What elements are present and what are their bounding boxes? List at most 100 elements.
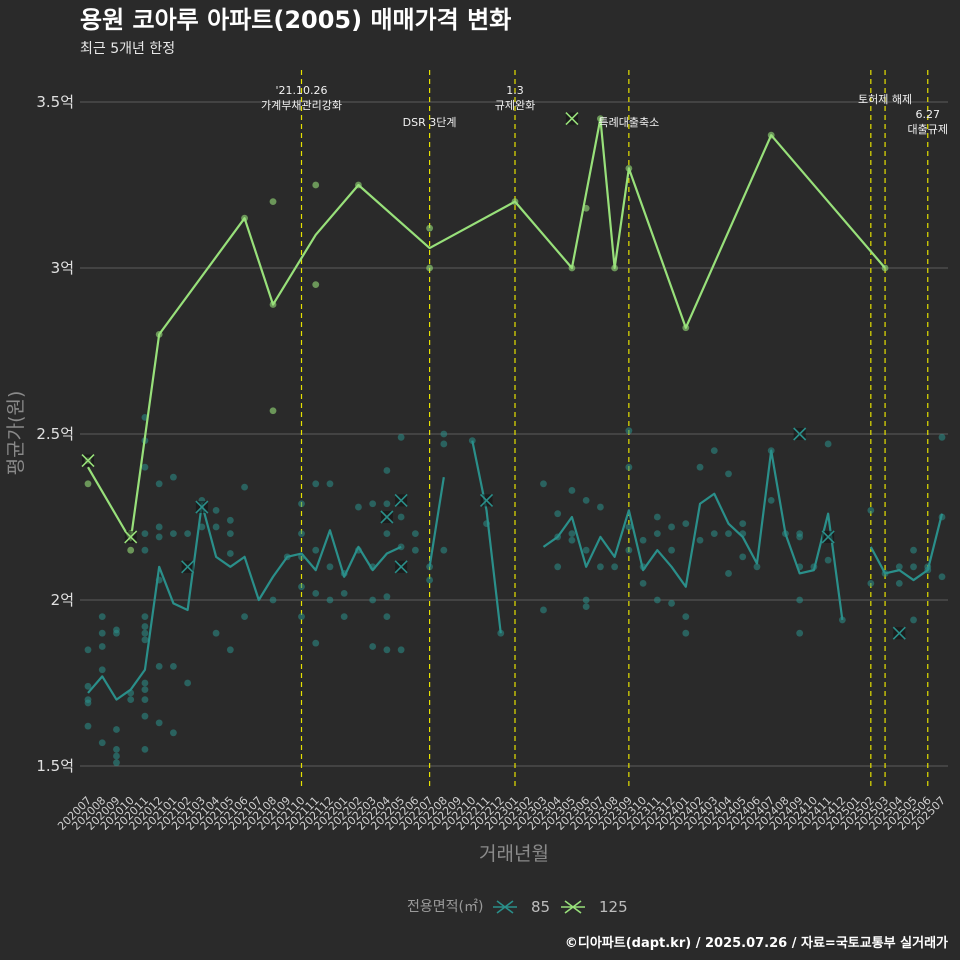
data-point <box>269 407 277 415</box>
data-point <box>625 546 633 554</box>
data-point <box>113 746 120 753</box>
data-point <box>113 759 120 767</box>
data-point <box>84 722 92 730</box>
data-point <box>426 576 433 584</box>
data-point <box>155 719 163 727</box>
data-point <box>312 589 320 597</box>
data-point <box>141 613 149 620</box>
data-point <box>113 629 120 637</box>
data-point <box>84 646 92 654</box>
data-point <box>554 510 562 518</box>
policy-lines <box>300 70 929 790</box>
series-line-85 <box>87 502 402 701</box>
data-point <box>98 613 106 620</box>
data-point <box>597 563 604 571</box>
data-point <box>141 636 149 644</box>
data-point <box>355 503 362 511</box>
data-point <box>867 580 875 587</box>
max-marker <box>81 453 95 468</box>
max-marker <box>479 493 494 507</box>
legend-label-125: 125 <box>599 898 628 916</box>
data-point <box>739 553 747 561</box>
gridlines <box>80 101 948 767</box>
data-point <box>895 563 903 571</box>
data-point <box>141 686 149 694</box>
x-axis-ticks: 2020072020082020092020102020112020122021… <box>55 794 948 833</box>
data-point <box>141 546 149 554</box>
data-point <box>411 530 419 537</box>
data-point <box>326 596 334 604</box>
data-point <box>326 563 334 571</box>
annotation-line: 1.3 <box>506 84 524 97</box>
y-tick-label: 2억 <box>51 591 74 609</box>
data-point <box>141 629 149 637</box>
data-point <box>98 629 106 637</box>
data-point <box>725 530 732 537</box>
data-point <box>767 497 775 504</box>
data-point <box>170 729 177 737</box>
data-point <box>397 646 405 654</box>
max-marker <box>195 500 209 514</box>
data-point <box>611 563 619 571</box>
data-point <box>298 530 305 537</box>
data-point <box>127 696 135 703</box>
legend-key-125 <box>561 900 585 914</box>
data-point <box>411 546 419 554</box>
data-point <box>141 696 149 703</box>
chart-title: 용원 코아루 아파트(2005) 매매가격 변화 <box>80 6 511 34</box>
data-point <box>383 646 391 654</box>
y-tick-label: 1.5억 <box>36 757 74 775</box>
data-point <box>383 530 391 537</box>
series-line-85 <box>428 476 445 567</box>
data-point <box>582 546 590 554</box>
data-point <box>269 198 277 206</box>
data-point <box>668 546 675 554</box>
data-point <box>625 427 633 435</box>
x-axis-title: 거래년월 <box>479 843 549 865</box>
y-tick-label: 2.5억 <box>36 425 74 443</box>
data-point <box>597 503 604 511</box>
data-point <box>540 606 547 614</box>
data-point <box>312 639 320 647</box>
data-point <box>184 530 192 537</box>
data-point <box>326 480 334 488</box>
data-point <box>796 533 804 541</box>
data-point <box>554 563 562 571</box>
data-point <box>84 696 92 703</box>
data-point <box>397 513 405 521</box>
y-axis-title: 평균가(원) <box>5 391 27 476</box>
data-point <box>312 181 320 189</box>
data-point <box>170 663 177 670</box>
series-125-points <box>84 115 889 554</box>
data-point <box>696 463 704 471</box>
data-point <box>298 613 305 620</box>
series-lines <box>87 117 944 701</box>
data-point <box>141 746 149 753</box>
data-point <box>653 596 661 604</box>
max-marker <box>793 427 807 441</box>
max-marker <box>394 560 408 574</box>
annotation-line: 규제완화 <box>495 99 535 112</box>
data-point <box>910 563 917 571</box>
data-point <box>155 533 163 541</box>
data-point <box>895 580 903 587</box>
data-point <box>369 500 377 508</box>
annotation-line: 6.27 <box>916 108 941 121</box>
data-point <box>682 629 690 637</box>
series-line-85 <box>542 449 844 621</box>
data-point <box>582 603 590 611</box>
data-point <box>824 556 832 564</box>
max-marker <box>380 510 394 524</box>
data-point <box>312 546 320 554</box>
data-point <box>867 506 875 514</box>
data-point <box>113 752 120 760</box>
data-point <box>653 530 661 537</box>
data-point <box>440 546 448 554</box>
policy-annotation: 1.3 규제완화 <box>495 84 535 112</box>
data-point <box>141 623 149 630</box>
data-point <box>796 629 804 637</box>
data-point <box>141 712 149 720</box>
legend-label-85: 85 <box>531 898 550 916</box>
series-line-125 <box>87 117 886 542</box>
